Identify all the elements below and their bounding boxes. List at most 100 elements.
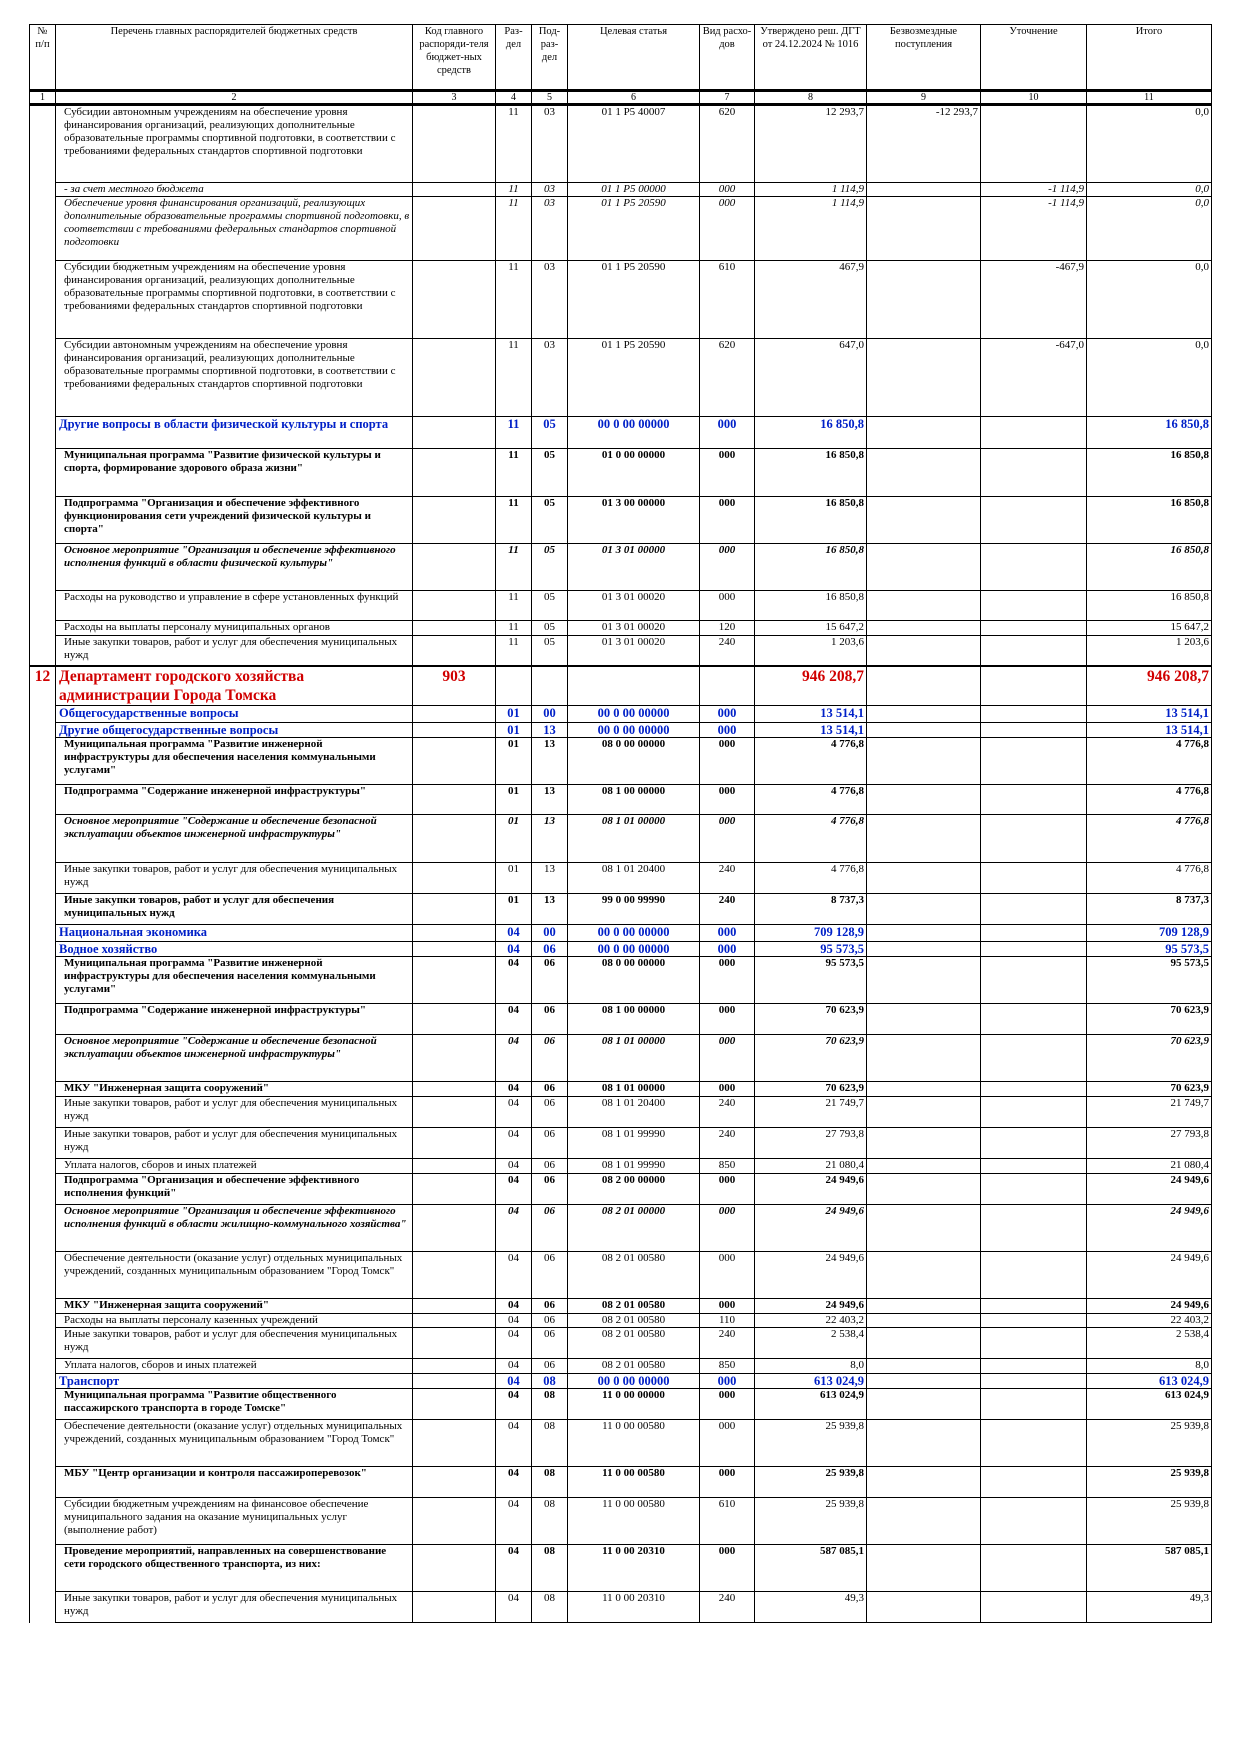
cell-num [29, 1466, 56, 1498]
cell-approved: 4 776,8 [754, 737, 867, 785]
cell-clar [980, 1096, 1087, 1128]
cell-name: МКУ "Инженерная защита сооружений" [55, 1298, 413, 1314]
cell-num [29, 737, 56, 785]
table-row: Иные закупки товаров, работ и услуг для … [29, 1327, 1212, 1359]
cell-code [412, 1591, 496, 1623]
cell-code [412, 620, 496, 636]
cell-num [29, 1158, 56, 1174]
cell-target: 11 0 00 20310 [567, 1591, 700, 1623]
cell-num [29, 1373, 56, 1389]
cell-free [866, 416, 981, 449]
cell-total: 8 737,3 [1086, 893, 1212, 925]
cell-code [412, 1034, 496, 1082]
header-num: № п/п [29, 24, 56, 91]
cell-clar [980, 1034, 1087, 1082]
cell-free [866, 924, 981, 942]
cell-num [29, 1034, 56, 1082]
cell-total: 587 085,1 [1086, 1544, 1212, 1592]
cell-target: 08 1 01 20400 [567, 862, 700, 894]
cell-free [866, 196, 981, 261]
cell-podrazdel: 08 [531, 1591, 568, 1623]
cell-code [412, 924, 496, 942]
cell-total: 25 939,8 [1086, 1497, 1212, 1545]
cell-target: 11 0 00 00580 [567, 1497, 700, 1545]
header-code: Код главного распоряди-теля бюджет-ных с… [412, 24, 496, 91]
col-number: 10 [980, 89, 1087, 106]
table-row: Уплата налогов, сборов и иных платежей 04… [29, 1158, 1212, 1174]
cell-podrazdel: 13 [531, 784, 568, 815]
cell-clar [980, 1419, 1087, 1467]
cell-clar [980, 1327, 1087, 1359]
cell-clar [980, 737, 1087, 785]
cell-podrazdel: 05 [531, 448, 568, 497]
cell-clar [980, 416, 1087, 449]
col-number: 6 [567, 89, 700, 106]
table-row: Иные закупки товаров, работ и услуг для … [29, 1127, 1212, 1159]
cell-clar [980, 893, 1087, 925]
cell-free [866, 620, 981, 636]
cell-code [412, 1096, 496, 1128]
cell-clar [980, 1173, 1087, 1205]
col-number: 7 [699, 89, 755, 106]
cell-clar [980, 1204, 1087, 1252]
col-number: 5 [531, 89, 568, 106]
cell-total: 0,0 [1086, 338, 1212, 417]
cell-clar [980, 543, 1087, 591]
cell-free [866, 1158, 981, 1174]
cell-podrazdel: 06 [531, 1158, 568, 1174]
cell-num [29, 1591, 56, 1623]
header-target: Целевая статья [567, 24, 700, 91]
cell-podrazdel: 05 [531, 496, 568, 544]
cell-vid: 240 [699, 1127, 755, 1159]
cell-clar [980, 1544, 1087, 1592]
cell-target: 08 2 01 00580 [567, 1327, 700, 1359]
cell-razdel: 01 [495, 737, 532, 785]
table-row: Основное мероприятие "Содержание и обесп… [29, 814, 1212, 863]
cell-vid: 000 [699, 1544, 755, 1592]
cell-vid: 000 [699, 784, 755, 815]
cell-total: 613 024,9 [1086, 1388, 1212, 1420]
cell-vid: 000 [699, 737, 755, 785]
cell-target: 01 1 P5 20590 [567, 338, 700, 417]
table-row: Иные закупки товаров, работ и услуг для … [29, 893, 1212, 925]
table-row: Другие общегосударственные вопросы 01 13 00… [29, 722, 1212, 738]
cell-total: 0,0 [1086, 182, 1212, 197]
cell-vid: 000 [699, 1388, 755, 1420]
cell-num [29, 104, 56, 183]
cell-free [866, 635, 981, 666]
header-approved: Утверждено реш. ДГТ от 24.12.2024 № 1016 [754, 24, 867, 91]
cell-vid: 610 [699, 260, 755, 339]
cell-name: Подпрограмма "Организация и обеспечение … [55, 1173, 413, 1205]
cell-free [866, 1358, 981, 1374]
cell-approved: 1 114,9 [754, 182, 867, 197]
cell-vid: 000 [699, 941, 755, 957]
cell-num [29, 1388, 56, 1420]
cell-name: Иные закупки товаров, работ и услуг для … [55, 1591, 413, 1623]
cell-vid: 000 [699, 543, 755, 591]
cell-name: Обеспечение уровня финансирования органи… [55, 196, 413, 261]
header-razdel: Раз-дел [495, 24, 532, 91]
cell-code [412, 496, 496, 544]
cell-free [866, 664, 981, 706]
cell-vid: 000 [699, 182, 755, 197]
cell-code [412, 1081, 496, 1097]
cell-num [29, 496, 56, 544]
table-row: Расходы на выплаты персоналу казенных уч… [29, 1313, 1212, 1328]
cell-name: Основное мероприятие "Содержание и обесп… [55, 814, 413, 863]
cell-total: 13 514,1 [1086, 705, 1212, 723]
cell-free [866, 1251, 981, 1299]
cell-target: 08 2 00 00000 [567, 1173, 700, 1205]
cell-clar [980, 784, 1087, 815]
cell-podrazdel: 05 [531, 416, 568, 449]
cell-target: 08 2 01 00580 [567, 1298, 700, 1314]
cell-clar [980, 1158, 1087, 1174]
cell-name: Иные закупки товаров, работ и услуг для … [55, 1127, 413, 1159]
cell-approved: 25 939,8 [754, 1466, 867, 1498]
cell-razdel: 11 [495, 590, 532, 621]
cell-name: Обеспечение деятельности (оказание услуг… [55, 1419, 413, 1467]
table-row: - за счет местного бюджета 11 03 01 1 P5 00… [29, 182, 1212, 197]
table-row: Уплата налогов, сборов и иных платежей 04… [29, 1358, 1212, 1374]
cell-vid: 000 [699, 1419, 755, 1467]
cell-razdel: 11 [495, 448, 532, 497]
cell-num [29, 924, 56, 942]
